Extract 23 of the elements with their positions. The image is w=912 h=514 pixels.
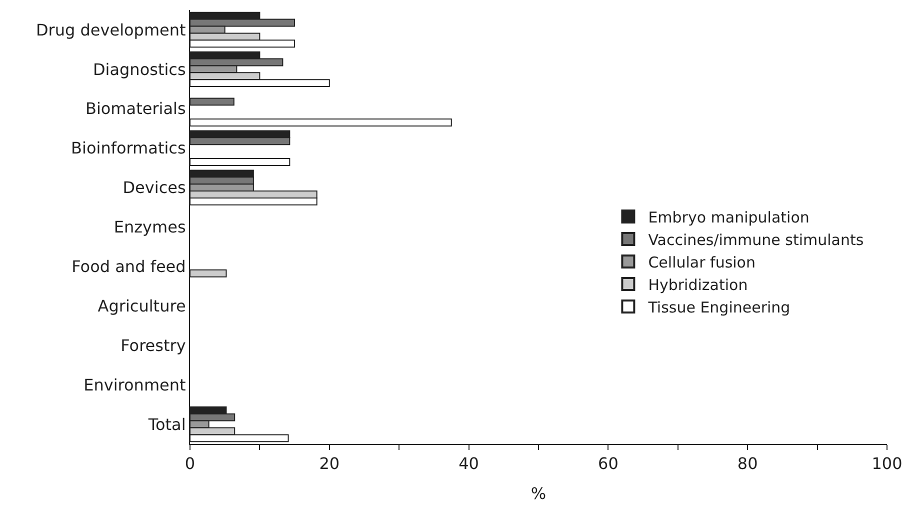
y-tick-label: Forestry [120, 336, 186, 355]
y-tick-label: Agriculture [98, 296, 186, 316]
legend-label: Cellular fusion [648, 253, 756, 272]
x-tick-label: 40 [458, 454, 479, 474]
y-tick-label: Devices [122, 178, 186, 198]
y-tick-label: Food and feed [72, 257, 186, 276]
y-tick-label: Diagnostics [92, 60, 186, 79]
x-tick-label: 60 [598, 454, 618, 474]
x-tick-label: 0 [184, 454, 196, 474]
x-tick-label: 20 [319, 454, 340, 474]
legend-label: Tissue Engineering [647, 298, 790, 316]
y-tick-label: Bioinformatics [71, 138, 186, 158]
x-axis-title: % [530, 484, 546, 503]
y-tick-label: Enzymes [114, 218, 186, 237]
legend-label: Vaccines/immune stimulants [648, 230, 864, 249]
x-tick-label: 80 [737, 454, 758, 474]
y-tick-label: Total [147, 414, 186, 434]
x-tick-label: 100 [872, 454, 902, 474]
legend-label: Hybridization [648, 276, 748, 294]
legend-label: Embryo manipulation [648, 208, 810, 226]
y-tick-label: Drug development [36, 20, 186, 40]
y-tick-label: Environment [84, 375, 186, 394]
y-tick-label: Biomaterials [85, 99, 186, 118]
